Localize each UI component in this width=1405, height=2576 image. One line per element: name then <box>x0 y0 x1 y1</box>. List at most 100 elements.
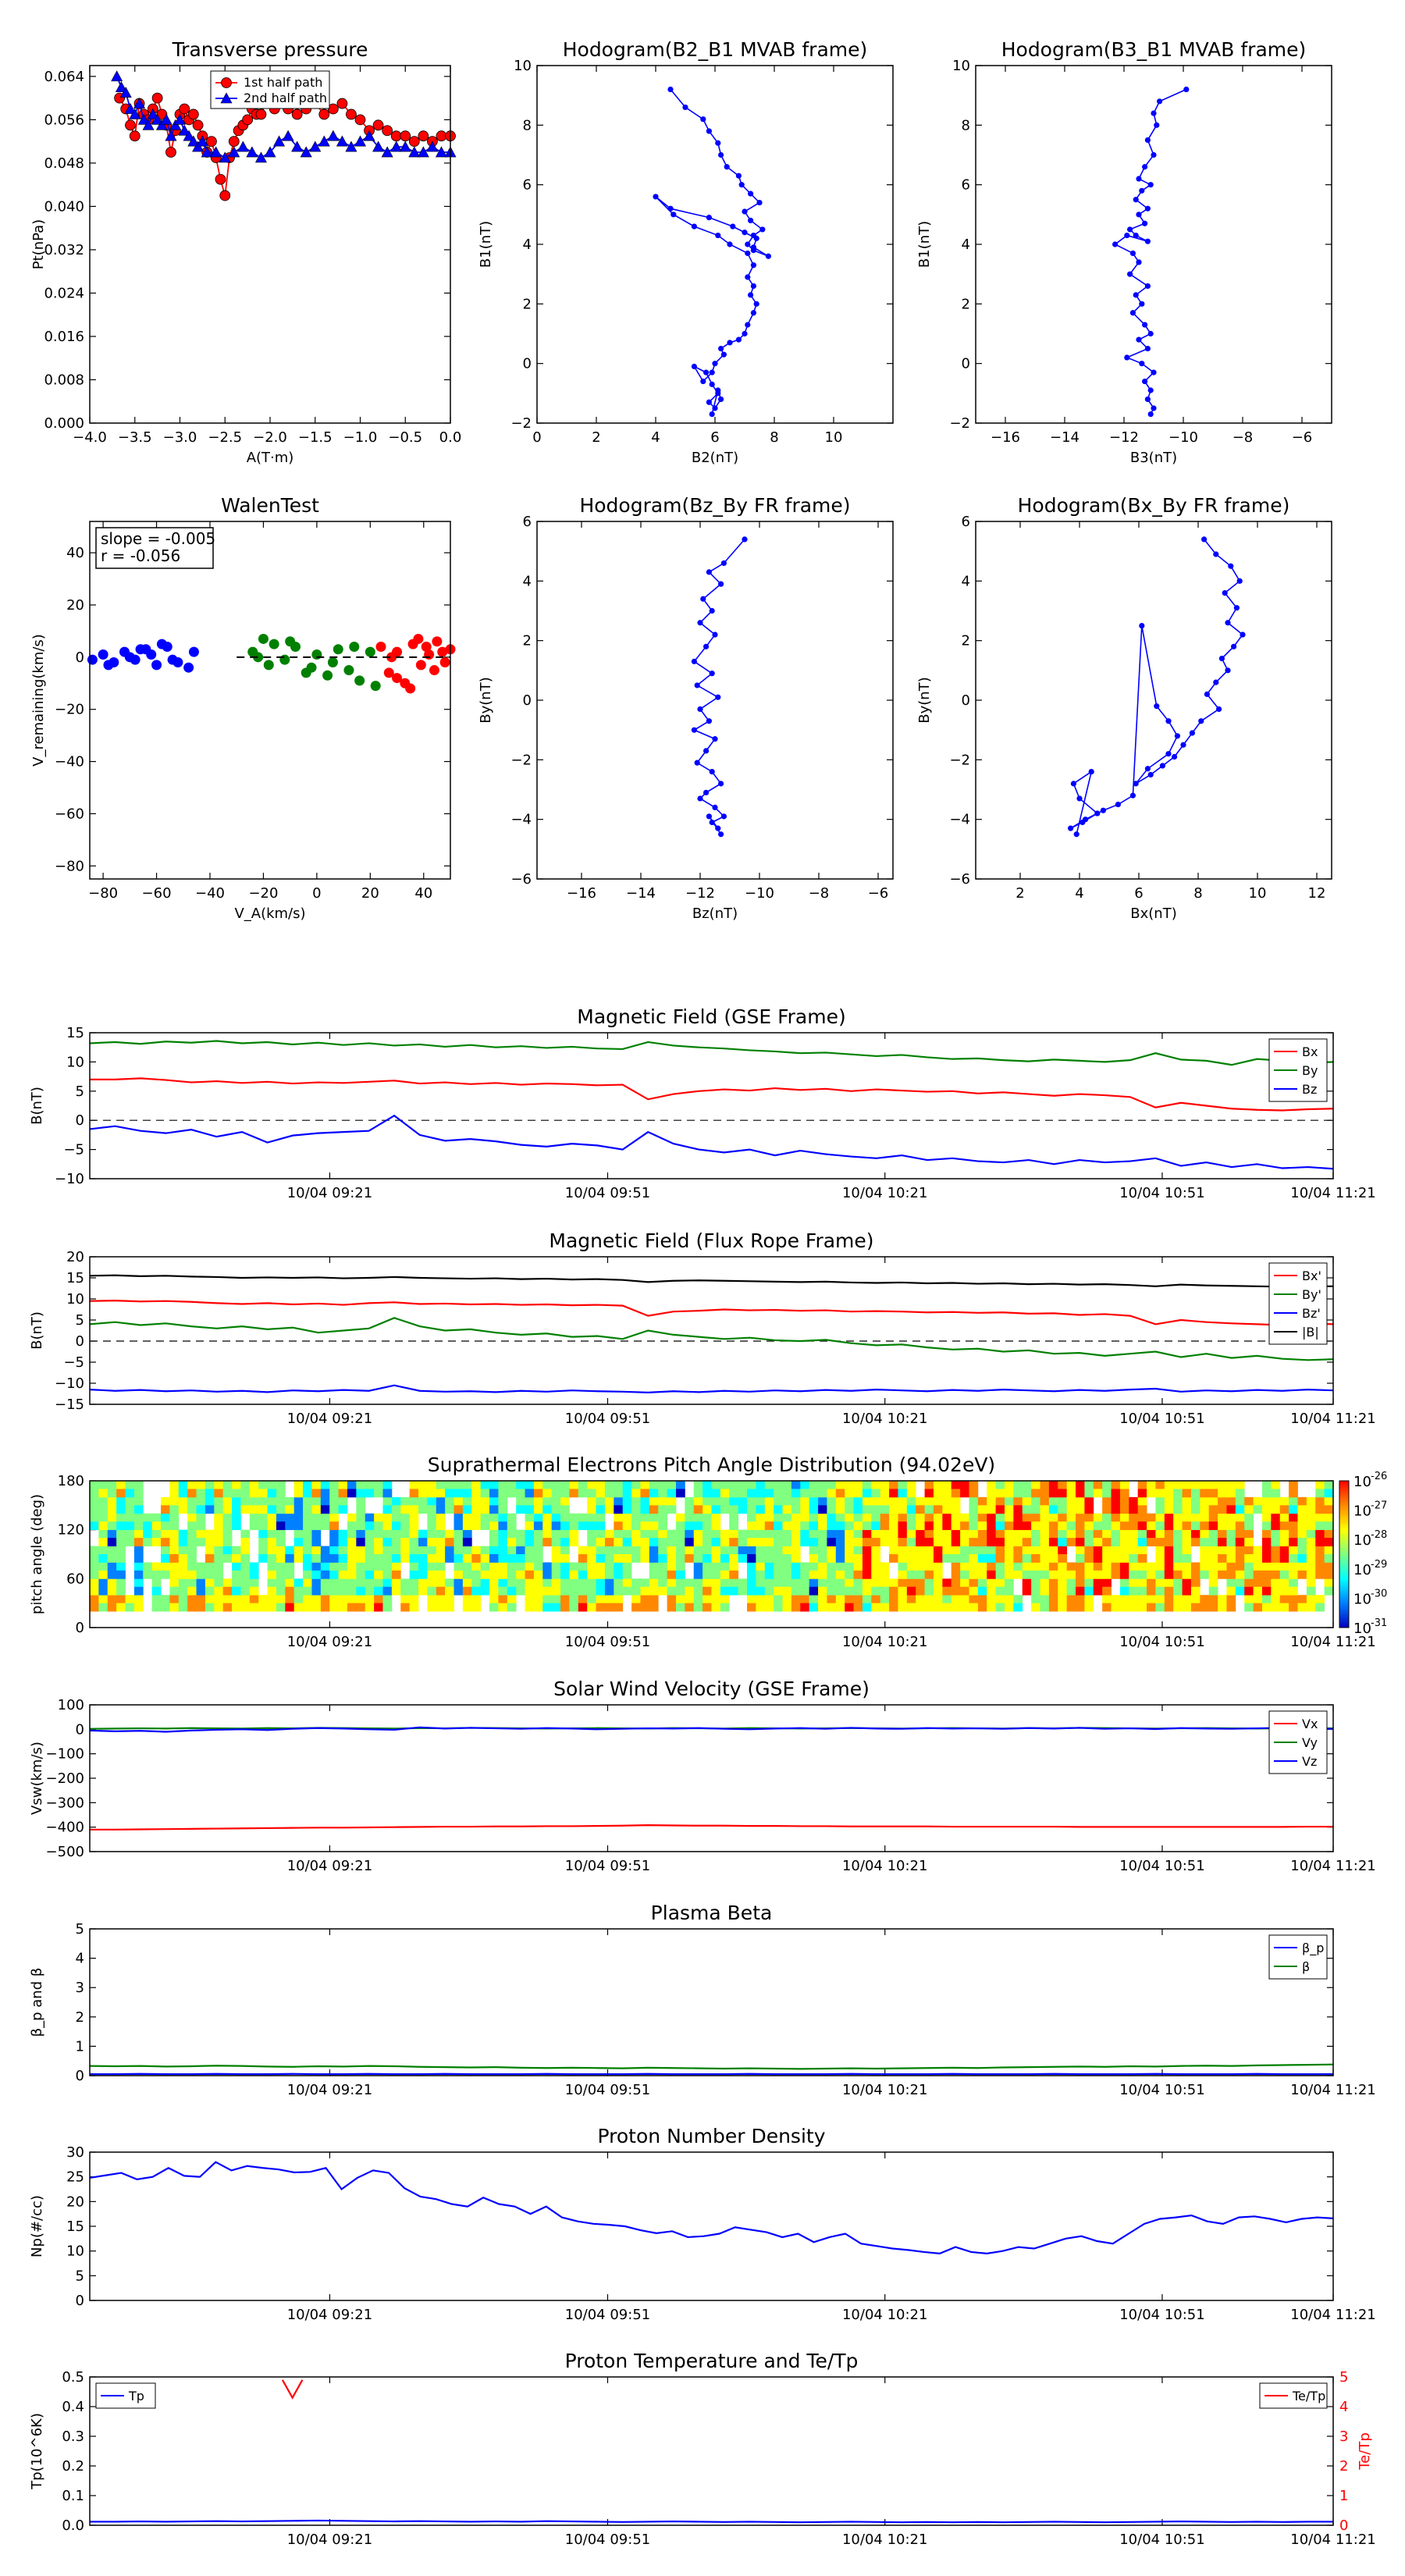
data-point <box>1142 378 1148 385</box>
heatmap-cell <box>1324 1538 1334 1546</box>
heatmap-cell <box>1004 1603 1014 1612</box>
heatmap-cell <box>1306 1570 1316 1579</box>
heatmap-cell <box>1279 1554 1289 1563</box>
colorbar-tick-exponent: -26 <box>1371 1471 1387 1482</box>
heatmap-cell <box>791 1595 801 1604</box>
heatmap-cell <box>845 1586 854 1596</box>
heatmap-cell <box>338 1529 348 1539</box>
heatmap-cell <box>1315 1513 1325 1522</box>
x-tick-label: −8 <box>809 885 830 902</box>
heatmap-cell <box>1084 1570 1094 1579</box>
heatmap-cell <box>818 1603 827 1612</box>
y-axis-label: Tp(10^6K) <box>29 2413 45 2490</box>
heatmap-cell <box>889 1489 898 1498</box>
heatmap-cell <box>951 1529 961 1539</box>
heatmap-cell <box>427 1489 437 1498</box>
heatmap-cell <box>187 1505 197 1514</box>
heatmap-cell <box>303 1513 312 1522</box>
y-axis-label: Vsw(km/s) <box>29 1742 45 1815</box>
data-point <box>311 649 322 660</box>
heatmap-cell <box>151 1570 162 1579</box>
y-tick-label: 0.048 <box>44 155 84 172</box>
heatmap-cell <box>1137 1578 1147 1588</box>
heatmap-cell <box>338 1554 348 1563</box>
heatmap-cell <box>596 1489 606 1498</box>
heatmap-cell <box>116 1529 126 1539</box>
heatmap-cell <box>258 1546 268 1555</box>
time-tick-label: 10/04 09:21 <box>287 1185 372 1201</box>
legend-entry: Vy <box>1302 1735 1318 1750</box>
heatmap-cell <box>720 1554 730 1563</box>
heatmap-cell <box>916 1529 925 1539</box>
series-line-By <box>89 1040 1334 1066</box>
heatmap-cell <box>276 1562 286 1571</box>
heatmap-cell <box>276 1513 286 1522</box>
heatmap-cell <box>756 1521 766 1531</box>
heatmap-cell <box>977 1586 987 1596</box>
heatmap-cell <box>98 1595 108 1604</box>
heatmap-cell <box>1226 1554 1236 1563</box>
time-tick-label: 10/04 10:21 <box>842 1411 927 1427</box>
heatmap-cell <box>1066 1521 1076 1531</box>
x-tick-label: −3.0 <box>163 429 197 446</box>
heatmap-cell <box>906 1529 916 1539</box>
heatmap-cell <box>267 1481 277 1489</box>
heatmap-cell <box>578 1546 588 1555</box>
heatmap-cell <box>1289 1562 1298 1571</box>
heatmap-cell <box>1031 1578 1040 1588</box>
heatmap-cell <box>1129 1546 1139 1555</box>
heatmap-cell <box>1058 1481 1068 1489</box>
data-point <box>386 652 397 663</box>
heatmap-cell <box>409 1496 419 1506</box>
data-point <box>712 361 718 367</box>
heatmap-cell <box>347 1546 357 1555</box>
heatmap-cell <box>409 1603 419 1612</box>
heatmap-cell <box>1182 1489 1192 1498</box>
heatmap-cell <box>889 1521 898 1531</box>
heatmap-cell <box>391 1513 401 1522</box>
heatmap-cell <box>285 1595 295 1604</box>
heatmap-cell <box>400 1546 411 1555</box>
heatmap-cell <box>977 1546 987 1555</box>
heatmap-cell <box>667 1546 677 1555</box>
heatmap-cell <box>1208 1538 1218 1546</box>
heatmap-cell <box>293 1489 304 1498</box>
heatmap-cell <box>622 1529 632 1539</box>
heatmap-cell <box>98 1603 108 1612</box>
heatmap-cell <box>222 1603 233 1612</box>
heatmap-cell <box>1066 1562 1076 1571</box>
heatmap-cell <box>906 1586 916 1596</box>
heatmap-cell <box>90 1554 99 1563</box>
x-tick-label: 2 <box>1016 885 1024 902</box>
heatmap-cell <box>1102 1554 1112 1563</box>
heatmap-cell <box>427 1521 437 1531</box>
heatmap-cell <box>1004 1578 1014 1588</box>
heatmap-cell <box>809 1481 819 1489</box>
data-point <box>691 363 698 370</box>
data-point <box>1094 810 1101 817</box>
data-point <box>1154 703 1160 710</box>
heatmap-cell <box>1004 1529 1014 1539</box>
heatmap-cell <box>942 1595 952 1604</box>
heatmap-cell <box>960 1513 969 1522</box>
heatmap-cell <box>427 1570 437 1579</box>
heatmap-cell <box>871 1505 881 1514</box>
heatmap-cell <box>187 1578 197 1588</box>
heatmap-cell <box>756 1529 766 1539</box>
heatmap-cell <box>658 1562 668 1571</box>
y-tick-label: 10 <box>952 58 970 74</box>
heatmap-cell <box>1164 1489 1174 1498</box>
heatmap-cell <box>747 1521 756 1531</box>
data-point <box>133 97 146 109</box>
x-tick-label: 10 <box>825 429 843 446</box>
data-point <box>160 113 173 125</box>
heatmap-cell <box>729 1489 739 1498</box>
heatmap-cell <box>693 1538 703 1546</box>
heatmap-cell <box>835 1529 845 1539</box>
heatmap-cell <box>320 1521 330 1531</box>
data-point <box>418 130 429 142</box>
heatmap-cell <box>90 1489 99 1498</box>
data-point <box>1180 742 1186 748</box>
heatmap-cell <box>374 1529 383 1539</box>
heatmap-cell <box>995 1562 1005 1571</box>
